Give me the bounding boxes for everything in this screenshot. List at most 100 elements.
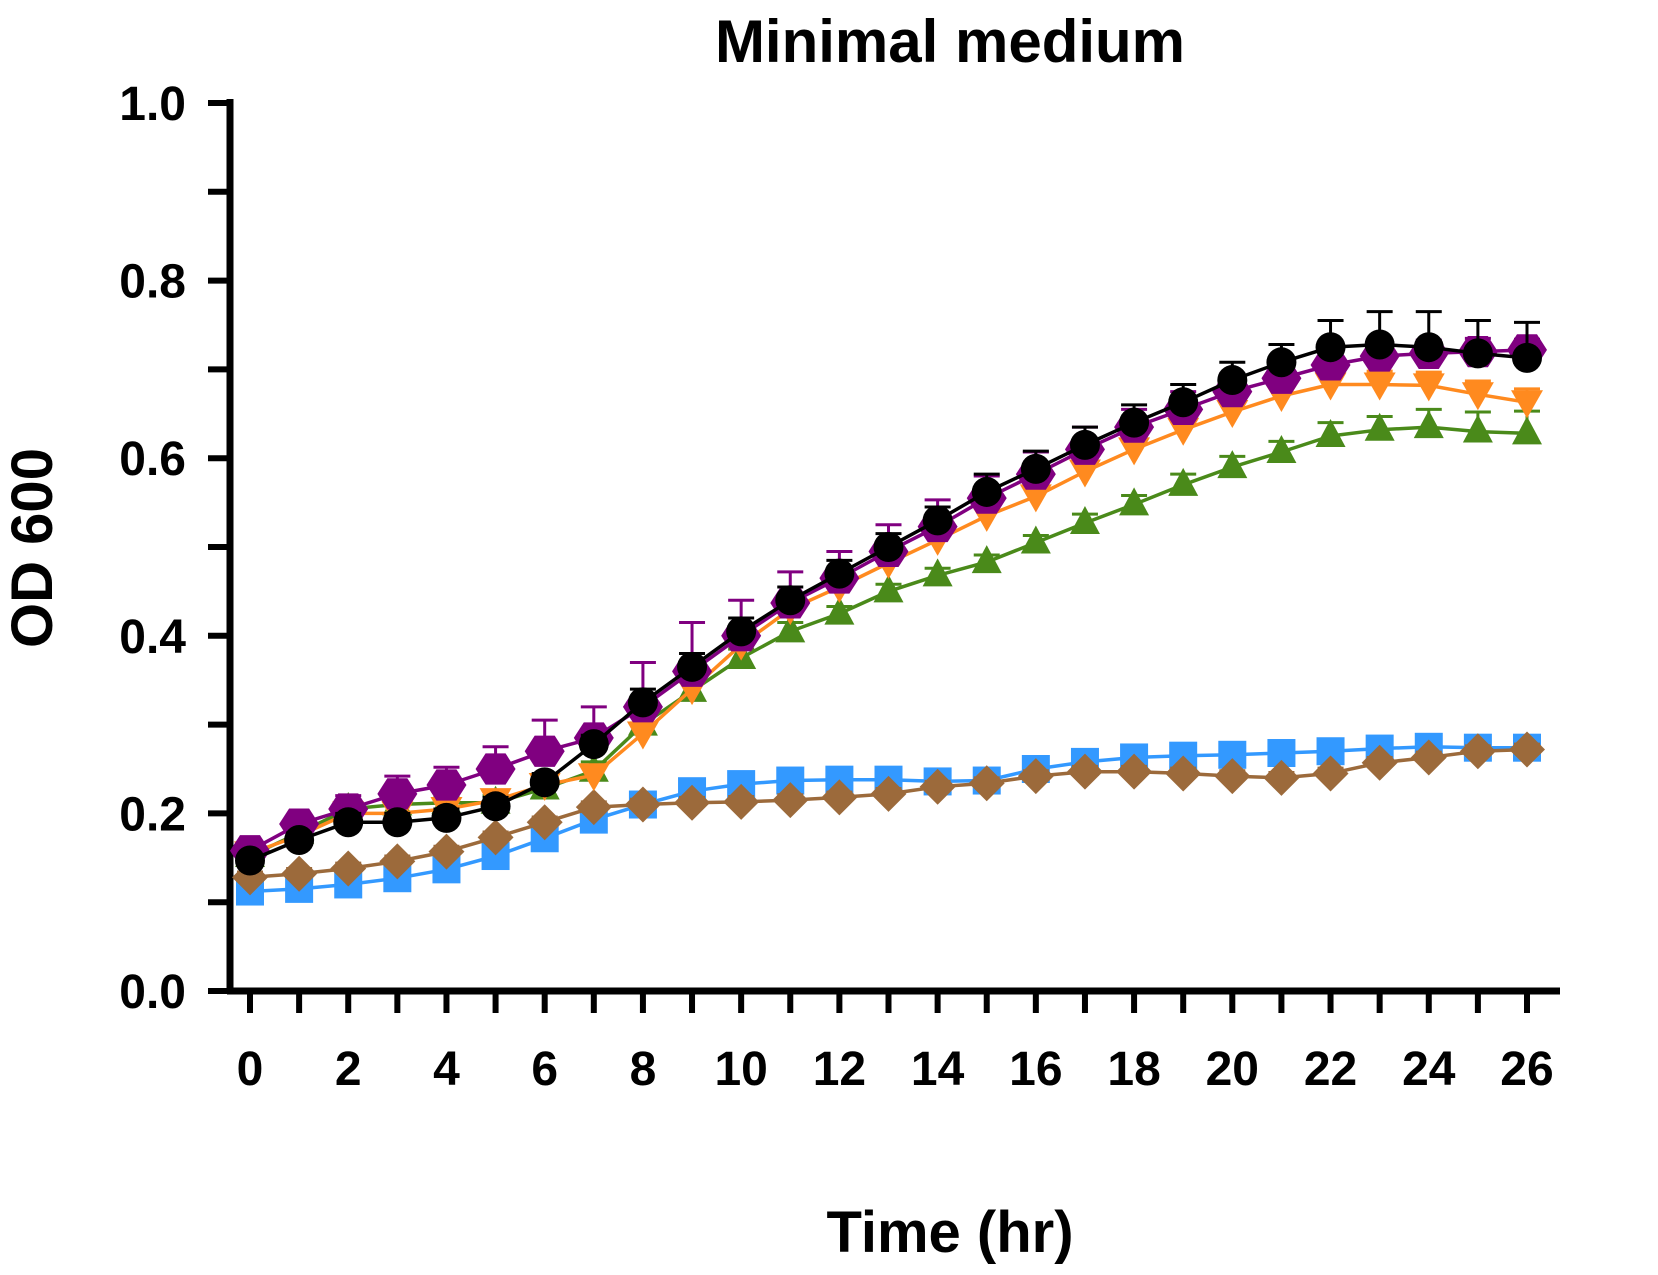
data-point-circle <box>1168 387 1199 418</box>
series-5 <box>235 310 1542 876</box>
data-point-diamond <box>330 850 367 887</box>
data-point-diamond <box>428 833 465 870</box>
data-point-diamond <box>1017 758 1054 795</box>
data-point-triangle-up <box>1315 419 1346 447</box>
data-point-diamond <box>1214 758 1251 795</box>
x-tick-label: 26 <box>1500 1043 1553 1096</box>
data-point-hexagon <box>377 778 418 810</box>
data-point-circle <box>627 687 658 718</box>
data-point-circle <box>333 807 364 838</box>
data-point-triangle-down <box>1461 382 1494 411</box>
data-point-triangle-down <box>1019 484 1052 513</box>
data-point-circle <box>480 791 511 822</box>
data-point-circle <box>873 532 904 562</box>
data-point-diamond <box>1066 753 1103 790</box>
data-point-diamond <box>1263 759 1300 796</box>
data-point-triangle-up <box>1413 410 1444 439</box>
x-tick-label: 20 <box>1206 1043 1259 1096</box>
axes: 0.00.20.40.60.81.00 2 4 6 8 10 12 14 16 18 20 22 24 2… <box>119 78 1560 1096</box>
y-tick-label: 0.6 <box>119 433 186 486</box>
x-tick-label: 0 <box>237 1043 264 1096</box>
data-point-diamond <box>968 765 1005 802</box>
data-point-diamond <box>1116 753 1153 790</box>
data-point-circle <box>1413 332 1444 363</box>
data-point-diamond <box>379 843 416 880</box>
data-point-triangle-down <box>1068 459 1101 488</box>
data-point-circle <box>578 729 609 760</box>
data-point-diamond <box>526 804 563 841</box>
data-point-circle <box>284 825 315 856</box>
data-point-triangle-up <box>1217 450 1248 479</box>
x-tick-label: 14 <box>911 1043 965 1096</box>
x-axis-label: Time (hr) <box>826 1200 1073 1265</box>
data-point-triangle-down <box>1118 437 1151 466</box>
y-tick-label: 0.8 <box>119 256 186 309</box>
data-point-circle <box>726 616 757 647</box>
y-tick-label: 1.0 <box>119 78 186 131</box>
data-point-diamond <box>1312 755 1349 792</box>
data-point-diamond <box>1165 755 1202 792</box>
series-1 <box>232 731 1545 896</box>
data-point-diamond <box>772 782 809 819</box>
data-point-triangle-up <box>775 614 806 643</box>
data-point-diamond <box>624 786 661 823</box>
data-point-triangle-up <box>1069 506 1100 535</box>
data-point-diamond <box>1410 739 1447 776</box>
data-point-circle <box>1266 347 1297 378</box>
data-point-triangle-down <box>577 763 610 792</box>
data-point-circle <box>1217 365 1248 396</box>
data-point-triangle-down <box>1511 390 1543 419</box>
y-tick-label: 0.2 <box>119 788 186 841</box>
y-axis-label: OD 600 <box>0 448 65 648</box>
data-point-triangle-up <box>873 574 904 603</box>
data-point-circle <box>824 558 855 589</box>
y-tick-label: 0.0 <box>119 966 186 1019</box>
data-point-diamond <box>575 789 612 826</box>
data-point-circle <box>431 802 462 833</box>
data-point-diamond <box>1361 744 1398 781</box>
data-point-circle <box>1512 342 1542 373</box>
data-point-triangle-up <box>824 596 855 625</box>
data-point-circle <box>775 585 806 616</box>
x-tick-label: 12 <box>813 1043 866 1096</box>
data-point-circle <box>382 807 413 838</box>
data-point-circle <box>1462 338 1493 369</box>
data-point-triangle-up <box>1462 414 1493 443</box>
data-point-triangle-down <box>626 721 659 750</box>
data-point-circle <box>1069 429 1100 460</box>
x-tick-label: 2 <box>335 1043 362 1096</box>
data-point-diamond <box>1509 731 1545 768</box>
data-point-diamond <box>870 775 907 812</box>
data-point-hexagon <box>426 769 467 801</box>
data-point-diamond <box>919 768 956 805</box>
data-point-triangle-up <box>1119 487 1150 516</box>
data-point-triangle-up <box>1364 412 1395 441</box>
x-tick-label: 24 <box>1402 1043 1456 1096</box>
y-tick-label: 0.4 <box>119 611 186 664</box>
data-point-circle <box>922 505 953 536</box>
data-point-triangle-up <box>922 558 953 587</box>
data-point-diamond <box>1459 733 1496 770</box>
data-point-triangle-up <box>1168 467 1199 496</box>
data-point-triangle-up <box>1512 416 1542 445</box>
x-tick-label: 10 <box>714 1043 767 1096</box>
data-point-circle <box>1315 332 1346 363</box>
data-point-diamond <box>674 784 711 821</box>
data-point-hexagon <box>475 753 516 785</box>
data-point-circle <box>1119 407 1150 438</box>
data-point-diamond <box>477 819 514 856</box>
data-point-diamond <box>821 779 858 816</box>
data-point-triangle-down <box>1363 372 1396 401</box>
x-tick-label: 22 <box>1304 1043 1357 1096</box>
data-point-circle <box>529 767 560 798</box>
data-point-circle <box>235 845 265 876</box>
x-tick-label: 4 <box>433 1043 460 1096</box>
x-tick-label: 18 <box>1107 1043 1160 1096</box>
x-tick-label: 16 <box>1009 1043 1062 1096</box>
x-tick-label: 8 <box>630 1043 657 1096</box>
chart-title: Minimal medium <box>715 8 1185 75</box>
data-point-triangle-up <box>971 545 1002 574</box>
data-point-diamond <box>723 783 760 820</box>
